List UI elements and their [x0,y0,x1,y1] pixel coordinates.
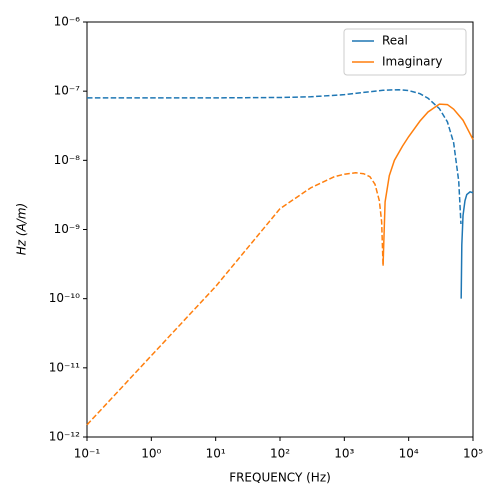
y-axis-label: Hz (A/m) [15,203,29,255]
y-tick-label: 10⁻¹⁰ [49,291,80,305]
y-tick-label: 10⁻¹² [49,430,80,444]
x-tick-label: 10⁴ [399,447,419,461]
legend-label: Imaginary [382,55,443,69]
series-line [87,88,462,225]
y-tick-label: 10⁻⁶ [54,15,81,29]
x-tick-label: 10⁻¹ [74,447,101,461]
x-tick-label: 10⁵ [463,447,483,461]
x-tick-label: 10¹ [206,447,226,461]
legend-label: Real [382,34,408,48]
y-tick-label: 10⁻⁷ [54,84,81,98]
x-tick-label: 10² [270,447,290,461]
y-tick-label: 10⁻⁸ [54,153,81,167]
plot-frame [86,21,474,438]
series-line [86,172,384,426]
y-tick-label: 10⁻⁹ [54,222,81,236]
y-tick-label: 10⁻¹¹ [49,360,80,374]
series-line [460,191,474,299]
x-axis-label: FREQUENCY (Hz) [229,471,331,485]
series-line [382,103,474,266]
x-tick-label: 10³ [334,447,354,461]
legend-box [343,28,467,76]
x-tick-label: 10⁰ [141,447,161,461]
